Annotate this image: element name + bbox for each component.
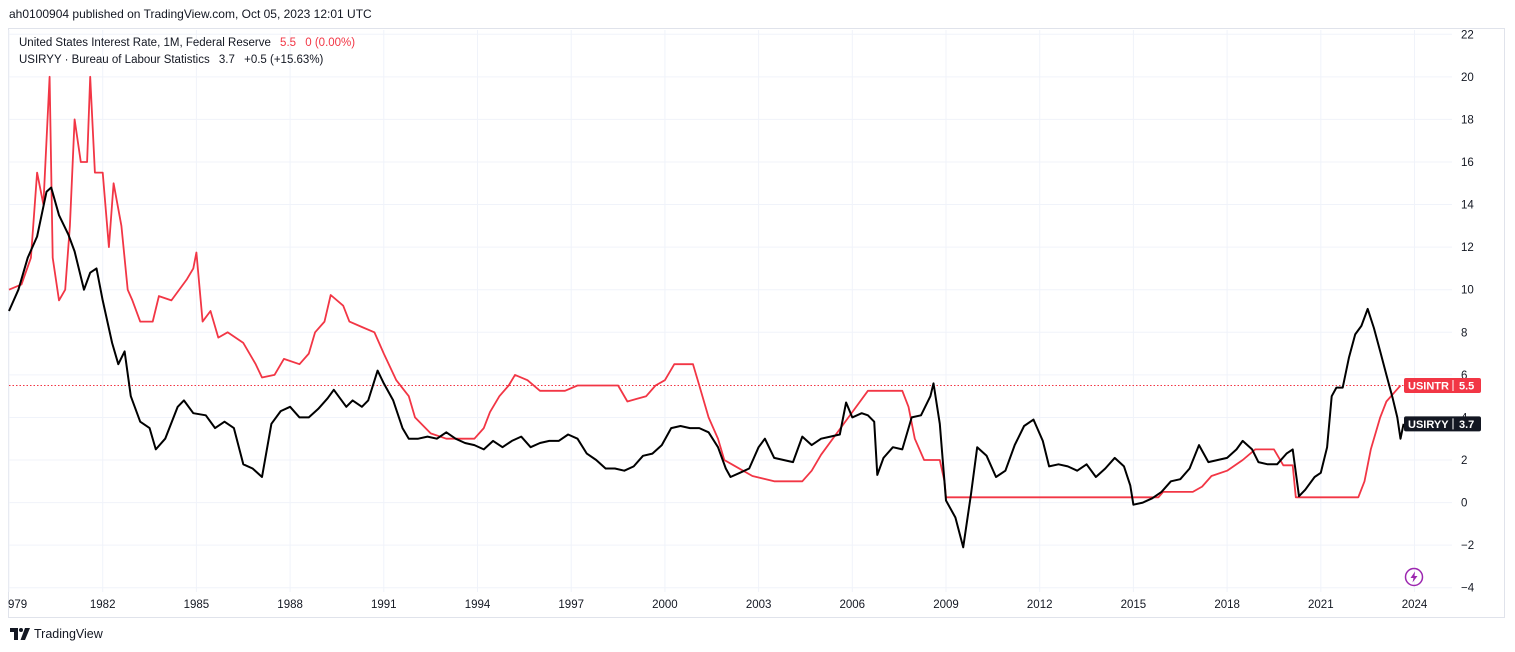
legend-value: 3.7	[218, 54, 235, 66]
y-tick-label: −4	[1461, 583, 1475, 595]
x-tick-label: 2024	[1402, 599, 1428, 611]
y-tick-label: 6	[1461, 370, 1467, 382]
badge-series-name: USIRYY	[1408, 419, 1449, 431]
badge-value: 5.5	[1459, 381, 1474, 393]
x-tick-label: 1982	[90, 599, 116, 611]
tradingview-logo-icon	[10, 628, 30, 640]
x-tick-label: 1994	[465, 599, 491, 611]
x-tick-label: 1985	[184, 599, 210, 611]
x-tick-label: 1997	[558, 599, 584, 611]
grid-lines	[8, 30, 1452, 592]
brand-label: TradingView	[34, 627, 103, 641]
x-tick-label: 2012	[1027, 599, 1053, 611]
series-line-usiryy	[8, 186, 1405, 549]
legend-title: USIRYY · Bureau of Labour Statistics	[19, 54, 210, 66]
y-tick-label: −2	[1461, 540, 1474, 552]
x-tick-label: 979	[8, 599, 27, 611]
legend-change: 0 (0.00%)	[305, 37, 356, 49]
x-tick-label: 2018	[1214, 599, 1240, 611]
x-tick-label: 2021	[1308, 599, 1334, 611]
x-axis: 979 1982 1985 1988 1991 1994 1997 2000 2003 2006 2…	[8, 599, 1428, 611]
last-value-badge	[1404, 378, 1481, 394]
badge-value: 3.7	[1459, 419, 1474, 431]
last-value-badge	[1404, 416, 1481, 432]
y-axis: 2220181614121086420−2−4	[1461, 29, 1475, 594]
series-line-usintr	[8, 75, 1402, 499]
y-tick-label: 18	[1461, 114, 1474, 126]
series-lines	[8, 75, 1405, 549]
badge-series-name: USINTR	[1408, 381, 1449, 393]
brand[interactable]: TradingView	[10, 627, 103, 641]
y-tick-label: 16	[1461, 157, 1474, 169]
y-tick-label: 0	[1461, 498, 1467, 510]
x-tick-label: 2000	[652, 599, 678, 611]
lightning-icon[interactable]	[1404, 567, 1424, 587]
publish-info: ah0100904 published on TradingView.com, …	[9, 7, 372, 21]
legend-change: +0.5 (+15.63%)	[244, 54, 324, 66]
legend-row-inflation[interactable]: USIRYY · Bureau of Labour Statistics 3.7…	[19, 52, 355, 69]
x-tick-label: 1988	[277, 599, 303, 611]
legend: United States Interest Rate, 1M, Federal…	[19, 35, 355, 69]
y-tick-label: 22	[1461, 29, 1474, 41]
y-tick-label: 14	[1461, 200, 1474, 212]
y-tick-label: 12	[1461, 242, 1474, 254]
y-tick-label: 2	[1461, 455, 1467, 467]
x-tick-label: 2006	[840, 599, 866, 611]
x-tick-label: 2009	[933, 599, 959, 611]
y-tick-label: 20	[1461, 72, 1474, 84]
y-tick-label: 8	[1461, 327, 1467, 339]
y-tick-label: 10	[1461, 285, 1474, 297]
x-tick-label: 2003	[746, 599, 772, 611]
x-tick-label: 2015	[1121, 599, 1147, 611]
legend-row-rate[interactable]: United States Interest Rate, 1M, Federal…	[19, 35, 355, 52]
x-tick-label: 1991	[371, 599, 397, 611]
legend-title: United States Interest Rate, 1M, Federal…	[19, 37, 271, 49]
last-value-labels: USINTR 5.5 USIRYY 3.7	[1404, 378, 1481, 432]
legend-value: 5.5	[280, 37, 297, 49]
